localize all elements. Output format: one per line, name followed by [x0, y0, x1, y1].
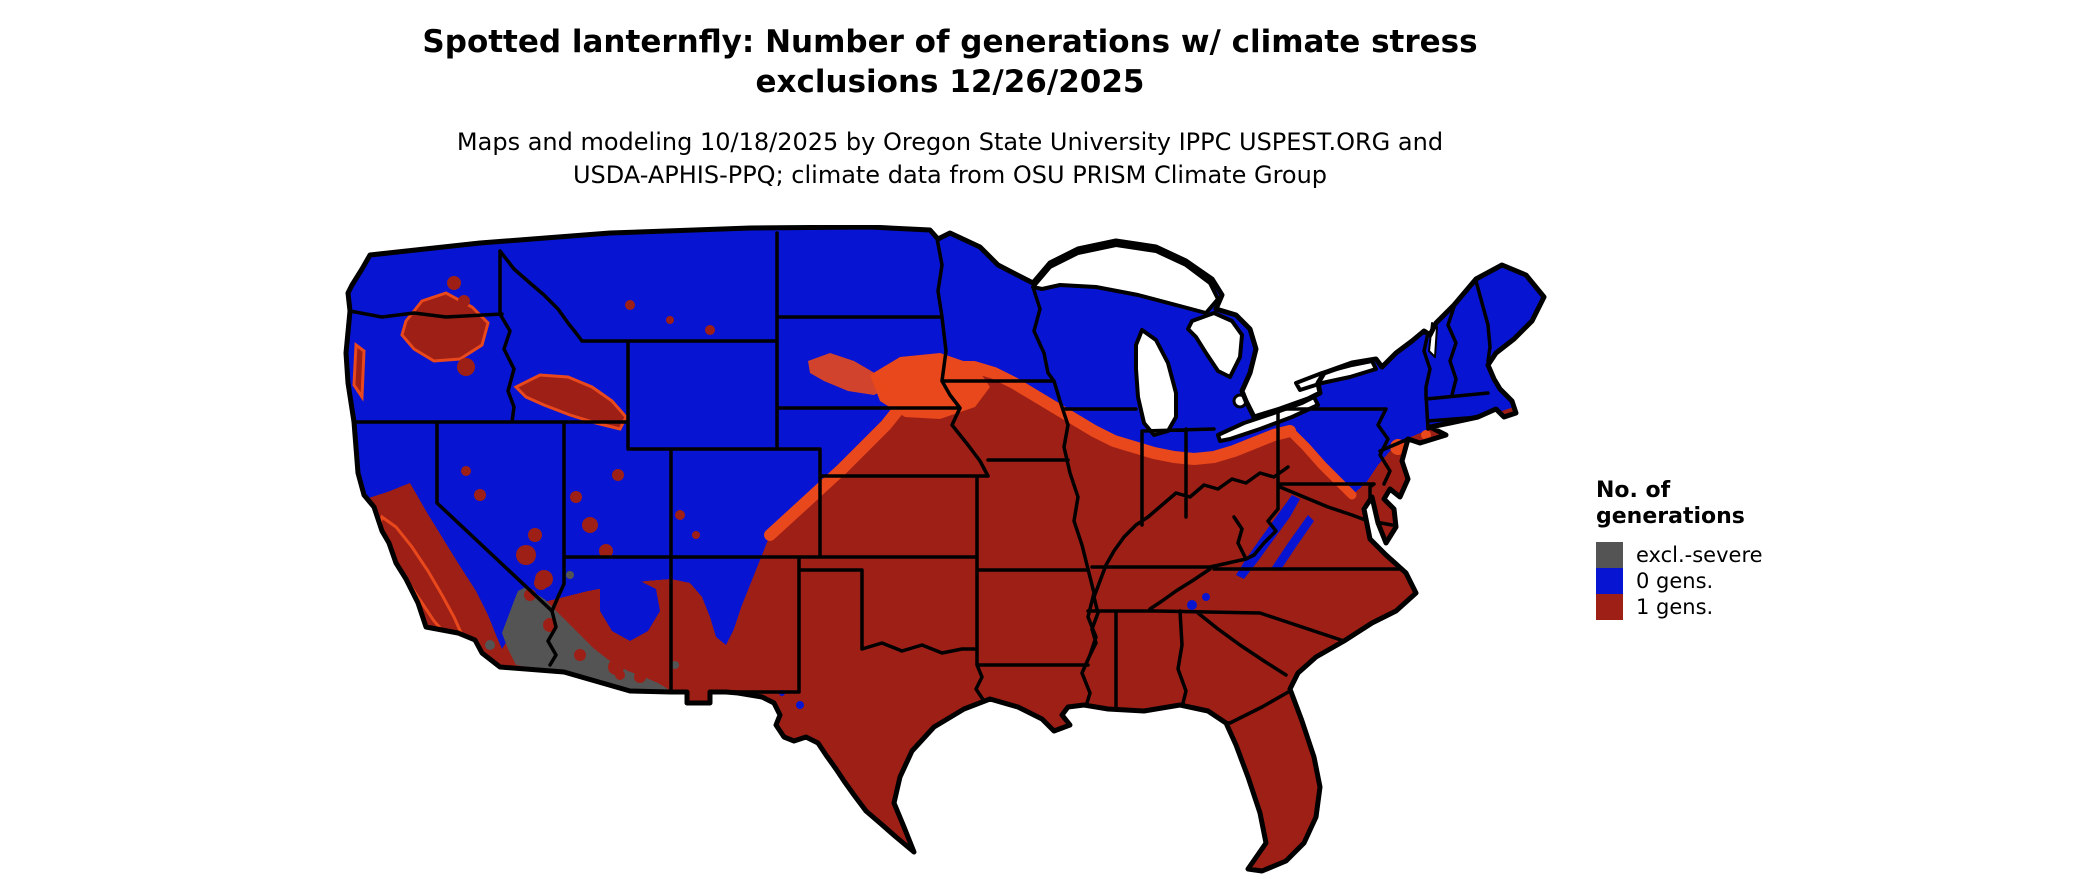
map-subtitle-line2: USDA-APHIS-PPQ; climate data from OSU PR…: [572, 161, 1328, 189]
lake-michigan: [1134, 328, 1178, 437]
west-red-speckles: [447, 276, 715, 590]
us-map-svg: [343, 224, 1547, 874]
legend-label-one-gen: 1 gens.: [1636, 595, 1714, 619]
map-title-line1: Spotted lanternfly: Number of generation…: [422, 24, 1478, 60]
us-generations-map: [330, 224, 1565, 885]
legend-label-excl-severe: excl.-severe: [1636, 543, 1763, 567]
state-borders: [348, 231, 1492, 765]
legend-title: No. of generations: [1596, 478, 1856, 530]
legend-rows: excl.-severe 0 gens. 1 gens.: [1596, 542, 1856, 620]
map-subtitle-line1: Maps and modeling 10/18/2025 by Oregon S…: [456, 128, 1444, 156]
legend-label-zero-gens: 0 gens.: [1636, 569, 1714, 593]
transition-band: [764, 353, 1431, 541]
map-subtitle: Maps and modeling 10/18/2025 by Oregon S…: [250, 126, 1650, 192]
region-excl-severe: [485, 571, 679, 692]
legend: No. of generations excl.-severe 0 gens. …: [1596, 478, 1856, 620]
legend-swatch-excl-severe: [1596, 542, 1623, 568]
us-outline: [343, 224, 1547, 874]
legend-swatch-one-gen: [1596, 594, 1623, 620]
legend-title-line2: generations: [1596, 504, 1745, 529]
legend-item-one-gen: 1 gens.: [1596, 594, 1856, 620]
legend-item-excl-severe: excl.-severe: [1596, 542, 1856, 568]
map-title: Spotted lanternfly: Number of generation…: [250, 22, 1650, 102]
lake-huron: [1186, 311, 1244, 379]
legend-swatch-zero-gens: [1596, 568, 1623, 594]
legend-item-zero-gens: 0 gens.: [1596, 568, 1856, 594]
great-lakes: [1031, 243, 1438, 443]
map-title-line2: exclusions 12/26/2025: [755, 64, 1145, 100]
legend-title-line1: No. of: [1596, 478, 1671, 503]
